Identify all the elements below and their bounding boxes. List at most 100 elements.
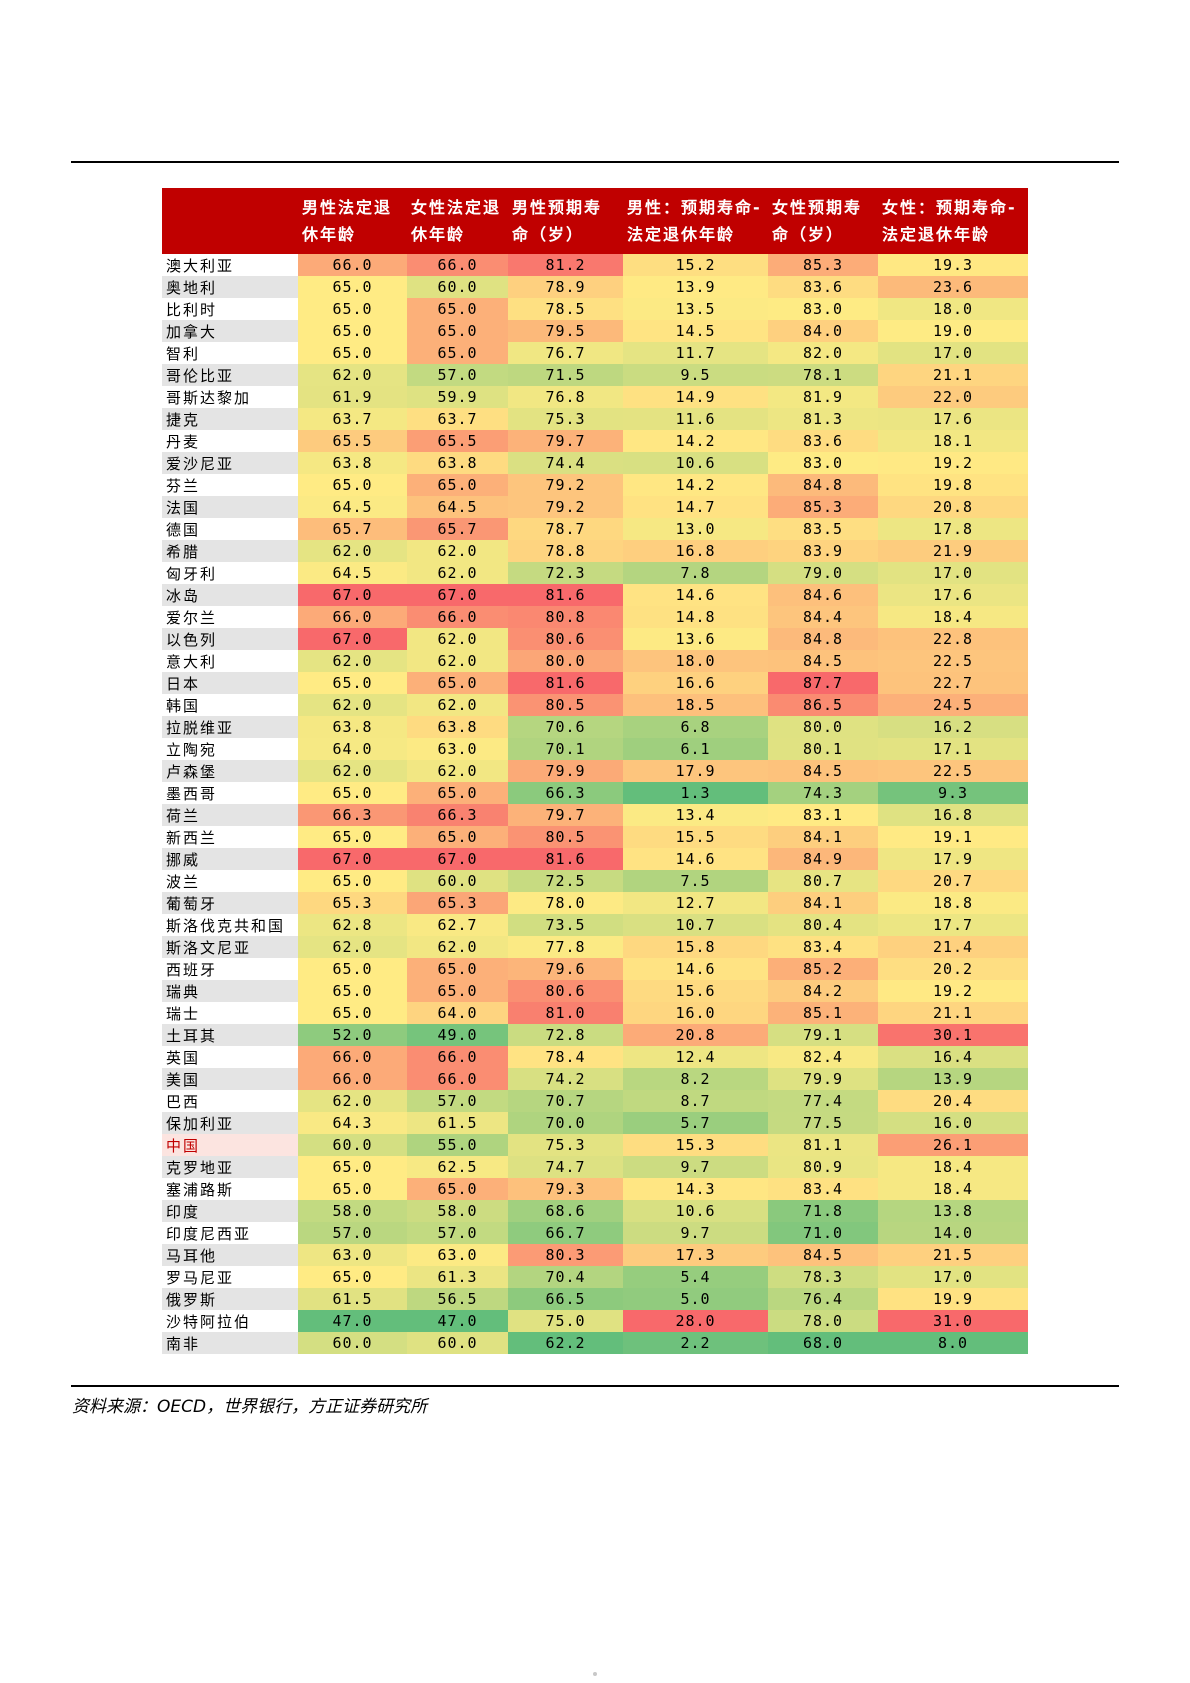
table-row: 比利时 65.0 65.0 78.5 13.5 83.0 18.0	[162, 298, 1028, 320]
header-male-retirement-age: 男性法定退休年龄	[298, 188, 407, 254]
male-retirement-age-cell: 65.5	[298, 430, 407, 452]
male-life-expectancy-cell: 78.5	[508, 298, 623, 320]
female-retirement-age-cell: 62.5	[407, 1156, 508, 1178]
female-retirement-age-cell: 62.0	[407, 936, 508, 958]
female-life-expectancy-cell: 80.7	[768, 870, 878, 892]
male-life-expectancy-cell: 81.0	[508, 1002, 623, 1024]
male-retirement-age-cell: 63.0	[298, 1244, 407, 1266]
male-life-expectancy-cell: 74.4	[508, 452, 623, 474]
male-retirement-age-cell: 66.0	[298, 606, 407, 628]
female-life-expectancy-cell: 77.5	[768, 1112, 878, 1134]
female-gap-cell: 17.6	[878, 584, 1028, 606]
female-life-expectancy-cell: 81.3	[768, 408, 878, 430]
female-life-expectancy-cell: 83.6	[768, 276, 878, 298]
country-name-cell: 韩国	[166, 696, 201, 715]
female-gap-cell: 18.8	[878, 892, 1028, 914]
table-row: 韩国 62.0 62.0 80.5 18.5 86.5 24.5	[162, 694, 1028, 716]
female-gap-cell: 30.1	[878, 1024, 1028, 1046]
male-gap-cell: 11.6	[623, 408, 768, 430]
male-life-expectancy-cell: 80.5	[508, 694, 623, 716]
female-life-expectancy-cell: 84.9	[768, 848, 878, 870]
female-life-expectancy-cell: 84.8	[768, 474, 878, 496]
table-row: 墨西哥 65.0 65.0 66.3 1.3 74.3 9.3	[162, 782, 1028, 804]
female-retirement-age-cell: 59.9	[407, 386, 508, 408]
country-name-cell: 荷兰	[162, 804, 298, 826]
male-gap-cell: 18.0	[623, 650, 768, 672]
header-country	[162, 188, 298, 254]
male-retirement-age-cell: 67.0	[298, 848, 407, 870]
table-row: 意大利 62.0 62.0 80.0 18.0 84.5 22.5	[162, 650, 1028, 672]
female-gap-cell: 9.3	[878, 782, 1028, 804]
female-life-expectancy-cell: 77.4	[768, 1090, 878, 1112]
table-row: 匈牙利 64.5 62.0 72.3 7.8 79.0 17.0	[162, 562, 1028, 584]
female-retirement-age-cell: 63.8	[407, 452, 508, 474]
female-retirement-age-cell: 49.0	[407, 1024, 508, 1046]
female-retirement-age-cell: 63.7	[407, 408, 508, 430]
country-name-cell: 拉脱维亚	[162, 716, 298, 738]
table-body: 澳大利亚 66.0 66.0 81.2 15.2 85.3 19.3 奥地利 65.0 60.0 7…	[162, 254, 1028, 1354]
male-life-expectancy-cell: 78.0	[508, 892, 623, 914]
male-retirement-age-cell: 58.0	[298, 1200, 407, 1222]
female-life-expectancy-cell: 83.5	[768, 518, 878, 540]
female-retirement-age-cell: 65.3	[407, 892, 508, 914]
table-row: 南非 60.0 60.0 62.2 2.2 68.0 8.0	[162, 1332, 1028, 1354]
table-row: 日本 65.0 65.0 81.6 16.6 87.7 22.7	[162, 672, 1028, 694]
female-life-expectancy-cell: 78.3	[768, 1266, 878, 1288]
male-retirement-age-cell: 65.3	[298, 892, 407, 914]
male-retirement-age-cell: 65.0	[298, 474, 407, 496]
male-life-expectancy-cell: 74.7	[508, 1156, 623, 1178]
male-life-expectancy-cell: 70.6	[508, 716, 623, 738]
table-row: 巴西 62.0 57.0 70.7 8.7 77.4 20.4	[162, 1090, 1028, 1112]
female-gap-cell: 16.4	[878, 1046, 1028, 1068]
male-retirement-age-cell: 65.0	[298, 320, 407, 342]
male-life-expectancy-cell: 79.3	[508, 1178, 623, 1200]
female-life-expectancy-cell: 85.3	[768, 254, 878, 276]
male-life-expectancy-cell: 78.8	[508, 540, 623, 562]
female-gap-cell: 24.5	[878, 694, 1028, 716]
country-name-cell: 捷克	[162, 408, 298, 430]
female-gap-cell: 20.8	[878, 496, 1028, 518]
country-name-cell: 芬兰	[166, 476, 201, 495]
female-life-expectancy-cell: 80.0	[768, 716, 878, 738]
male-retirement-age-cell: 66.0	[298, 1068, 407, 1090]
country-name-cell: 南非	[162, 1332, 298, 1354]
female-gap-cell: 17.0	[878, 1266, 1028, 1288]
male-life-expectancy-cell: 70.7	[508, 1090, 623, 1112]
male-life-expectancy-cell: 80.0	[508, 650, 623, 672]
table-row: 斯洛文尼亚 62.0 62.0 77.8 15.8 83.4 21.4	[162, 936, 1028, 958]
country-name-cell: 意大利	[166, 652, 218, 671]
female-gap-cell: 19.0	[878, 320, 1028, 342]
table-row: 拉脱维亚 63.8 63.8 70.6 6.8 80.0 16.2	[162, 716, 1028, 738]
male-life-expectancy-cell: 80.6	[508, 980, 623, 1002]
female-life-expectancy-cell: 80.4	[768, 914, 878, 936]
table-row: 立陶宛 64.0 63.0 70.1 6.1 80.1 17.1	[162, 738, 1028, 760]
table-row: 俄罗斯 61.5 56.5 66.5 5.0 76.4 19.9	[162, 1288, 1028, 1310]
female-life-expectancy-cell: 83.6	[768, 430, 878, 452]
male-gap-cell: 6.8	[623, 716, 768, 738]
male-gap-cell: 17.9	[623, 760, 768, 782]
female-life-expectancy-cell: 78.0	[768, 1310, 878, 1332]
male-retirement-age-cell: 65.0	[298, 1156, 407, 1178]
female-gap-cell: 13.9	[878, 1068, 1028, 1090]
male-gap-cell: 9.7	[623, 1156, 768, 1178]
male-retirement-age-cell: 52.0	[298, 1024, 407, 1046]
female-life-expectancy-cell: 74.3	[768, 782, 878, 804]
male-retirement-age-cell: 67.0	[298, 584, 407, 606]
male-gap-cell: 14.6	[623, 584, 768, 606]
male-gap-cell: 14.2	[623, 430, 768, 452]
female-gap-cell: 22.5	[878, 650, 1028, 672]
male-gap-cell: 5.0	[623, 1288, 768, 1310]
female-life-expectancy-cell: 84.2	[768, 980, 878, 1002]
male-gap-cell: 9.7	[623, 1222, 768, 1244]
male-life-expectancy-cell: 79.2	[508, 474, 623, 496]
female-life-expectancy-cell: 83.4	[768, 936, 878, 958]
female-life-expectancy-cell: 84.1	[768, 826, 878, 848]
male-gap-cell: 14.6	[623, 958, 768, 980]
male-gap-cell: 13.4	[623, 804, 768, 826]
header-female-life-expectancy: 女性预期寿命（岁）	[768, 188, 878, 254]
table-row: 克罗地亚 65.0 62.5 74.7 9.7 80.9 18.4	[162, 1156, 1028, 1178]
male-retirement-age-cell: 62.0	[298, 1090, 407, 1112]
table-row: 美国 66.0 66.0 74.2 8.2 79.9 13.9	[162, 1068, 1028, 1090]
country-name-cell: 美国	[162, 1068, 298, 1090]
female-retirement-age-cell: 67.0	[407, 584, 508, 606]
